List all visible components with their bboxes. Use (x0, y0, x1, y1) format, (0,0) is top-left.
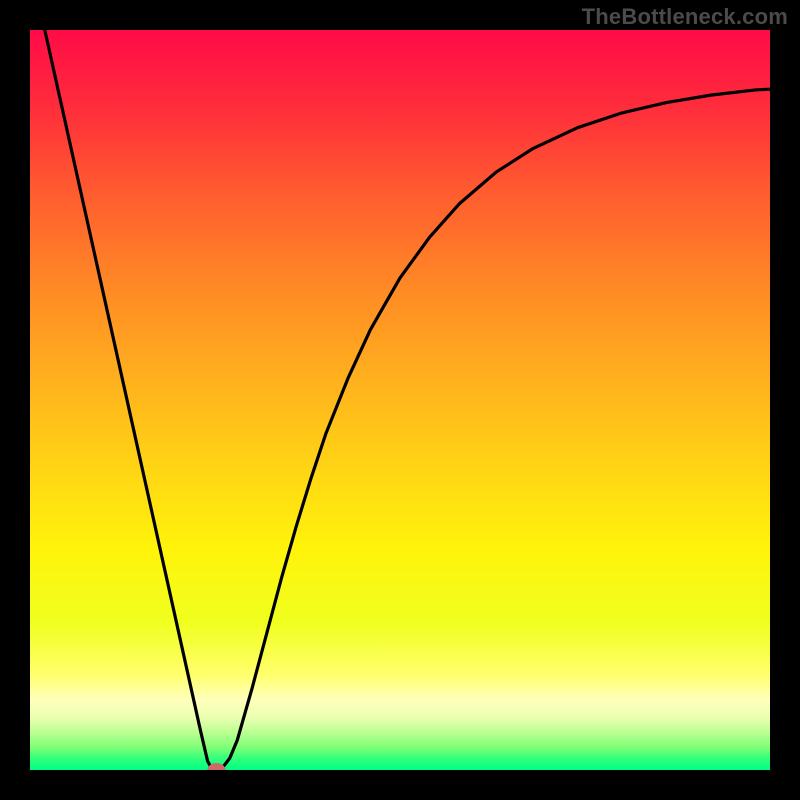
chart-container: TheBottleneck.com (0, 0, 800, 800)
gradient-background (30, 30, 770, 770)
watermark-text: TheBottleneck.com (582, 4, 788, 30)
plot-area (30, 30, 770, 770)
plot-svg (30, 30, 770, 770)
